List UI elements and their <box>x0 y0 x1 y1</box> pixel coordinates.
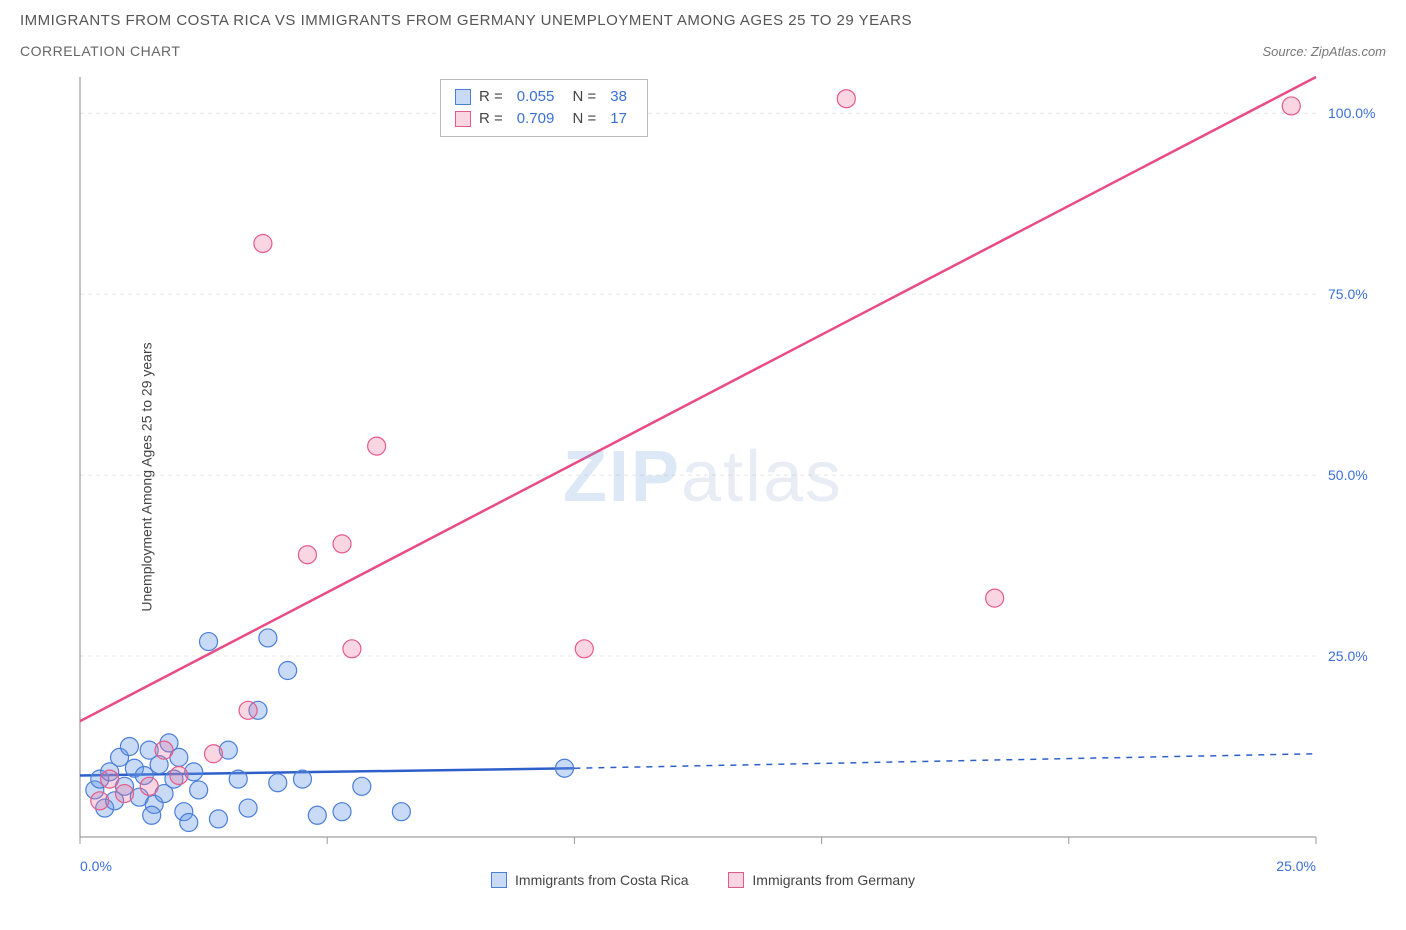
svg-text:100.0%: 100.0% <box>1328 105 1375 121</box>
svg-text:50.0%: 50.0% <box>1328 467 1368 483</box>
series-legend: Immigrants from Costa Rica Immigrants fr… <box>20 872 1386 891</box>
chart-container: Unemployment Among Ages 25 to 29 years Z… <box>20 67 1386 887</box>
correlation-legend: R =0.055 N =38 R =0.709 N =17 <box>440 79 648 137</box>
y-axis-label: Unemployment Among Ages 25 to 29 years <box>139 342 155 611</box>
legend-item-germany: Immigrants from Germany <box>728 872 915 888</box>
scatter-plot: 25.0%50.0%75.0%100.0%0.0%25.0% <box>20 67 1386 887</box>
source-attribution: Source: ZipAtlas.com <box>1262 44 1386 59</box>
svg-text:25.0%: 25.0% <box>1328 648 1368 664</box>
legend-swatch-icon <box>728 872 744 888</box>
svg-text:75.0%: 75.0% <box>1328 286 1368 302</box>
chart-title-line2: CORRELATION CHART <box>20 43 180 59</box>
chart-title-line1: IMMIGRANTS FROM COSTA RICA VS IMMIGRANTS… <box>20 12 1386 29</box>
legend-swatch-icon <box>491 872 507 888</box>
legend-item-costa-rica: Immigrants from Costa Rica <box>491 872 688 888</box>
header-row: CORRELATION CHART Source: ZipAtlas.com <box>20 43 1386 59</box>
